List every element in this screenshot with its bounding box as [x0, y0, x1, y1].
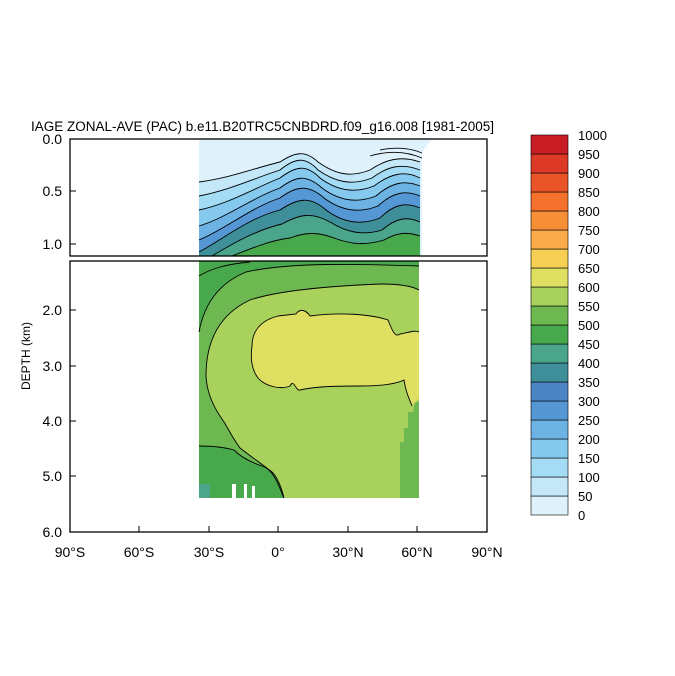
colorbar-label: 950: [578, 147, 600, 162]
colorbar-swatch: [530, 362, 569, 383]
colorbar-swatch: [530, 476, 569, 497]
colorbar-label: 250: [578, 413, 600, 428]
x-axis: 90°S 60°S 30°S 0° 30°N 60°N 90°N: [55, 526, 503, 560]
colorbar-label: 550: [578, 299, 600, 314]
colorbar-swatch: [530, 229, 569, 250]
chart-title: IAGE ZONAL-AVE (PAC) b.e11.B20TRC5CNBDRD…: [31, 119, 494, 134]
colorbar-swatch: [530, 438, 569, 459]
y-tick-label-bottom: 4.0: [43, 413, 63, 429]
colorbar-swatch: [530, 419, 569, 440]
colorbar-label: 800: [578, 204, 600, 219]
colorbar-label: 450: [578, 337, 600, 352]
y-axis-label: DEPTH (km): [19, 322, 33, 390]
y-tick-label-top: 0.0: [43, 131, 63, 147]
y-tick-label-top: 1.0: [43, 236, 63, 252]
colorbar-label: 300: [578, 394, 600, 409]
colorbar-swatch: [530, 191, 569, 212]
colorbar-swatch: [530, 305, 569, 326]
colorbar-label: 600: [578, 280, 600, 295]
seafloor-gap-2: [244, 484, 247, 498]
colorbar-label: 850: [578, 185, 600, 200]
colorbar-swatch: [530, 286, 569, 307]
y-tick-label-bottom: 3.0: [43, 358, 63, 374]
colorbar-swatch: [530, 134, 569, 155]
colorbar-label: 700: [578, 242, 600, 257]
colorbar-swatch: [530, 324, 569, 345]
x-tick-label: 90°N: [471, 544, 502, 560]
colorbar-label: 400: [578, 356, 600, 371]
y-tick-label-top: 0.5: [43, 183, 63, 199]
colorbar-label: 1000: [578, 128, 607, 143]
y-tick-label-bottom: 2.0: [43, 302, 63, 318]
seafloor-gap-1: [232, 484, 236, 498]
colorbar-label: 100: [578, 470, 600, 485]
colorbar-swatch: [530, 248, 569, 269]
colorbar-label: 150: [578, 451, 600, 466]
colorbar-swatch: [530, 172, 569, 193]
colorbar-label: 350: [578, 375, 600, 390]
colorbar-swatch: [530, 343, 569, 364]
top-panel-frame: [69, 138, 488, 257]
colorbar: 0 50 100 150 200 250 300 350 400 450 500 550 600 650 7…: [530, 128, 607, 523]
y-axis-bottom: 2.0 3.0 4.0 5.0 6.0: [43, 302, 487, 540]
colorbar-swatch: [530, 153, 569, 174]
colorbar-swatch: [530, 495, 569, 516]
x-tick-label: 90°S: [55, 544, 86, 560]
bottom-panel-field: [70, 261, 487, 532]
y-tick-label-bottom: 6.0: [43, 524, 63, 540]
colorbar-swatch: [530, 267, 569, 288]
x-tick-label: 30°N: [332, 544, 363, 560]
bot-band-550: [251, 310, 419, 406]
colorbar-swatch: [530, 457, 569, 478]
colorbar-swatch: [530, 210, 569, 231]
colorbar-swatch: [530, 400, 569, 421]
top-band-400: [232, 233, 420, 256]
colorbar-label: 750: [578, 223, 600, 238]
colorbar-label: 50: [578, 489, 592, 504]
colorbar-label: 200: [578, 432, 600, 447]
colorbar-label: 650: [578, 261, 600, 276]
colorbar-label: 900: [578, 166, 600, 181]
colorbar-swatch: [530, 381, 569, 402]
y-tick-label-bottom: 5.0: [43, 468, 63, 484]
y-axis-top: 0.0 0.5 1.0: [43, 131, 487, 252]
x-tick-label: 60°N: [401, 544, 432, 560]
x-tick-label: 30°S: [194, 544, 225, 560]
x-tick-label: 0°: [271, 544, 284, 560]
bot-band-350-patch: [199, 484, 210, 498]
colorbar-label: 0: [578, 508, 585, 523]
top-panel-field: [70, 139, 487, 256]
x-tick-label: 60°S: [124, 544, 155, 560]
seafloor-gap-3: [252, 486, 255, 498]
colorbar-label: 500: [578, 318, 600, 333]
